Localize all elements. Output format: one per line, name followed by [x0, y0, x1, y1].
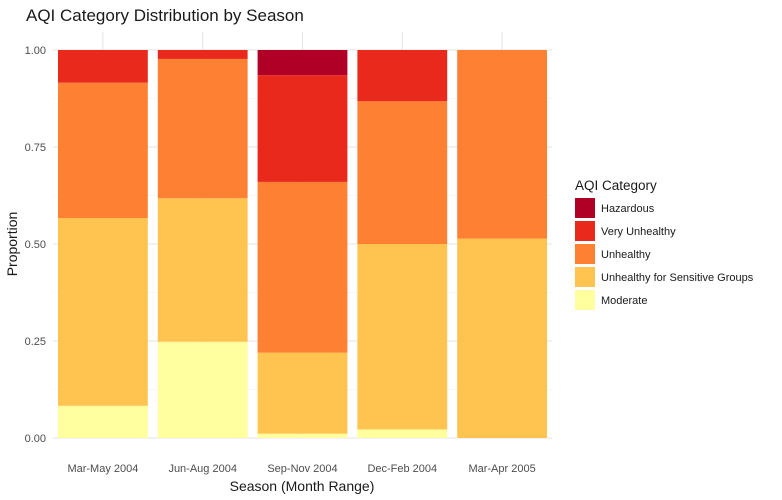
bar-segment — [57, 405, 148, 438]
y-tick-label: 1.00 — [25, 45, 46, 57]
y-axis-title: Proportion — [4, 212, 20, 277]
legend-key — [575, 267, 595, 287]
bar-segment — [257, 75, 348, 182]
y-tick-label: 0.75 — [25, 142, 46, 154]
legend-label: Hazardous — [601, 203, 655, 215]
bar-segment — [357, 244, 448, 430]
bar-segment — [57, 82, 148, 219]
x-tick-label: Jun-Aug 2004 — [168, 463, 237, 475]
y-tick-label: 0.25 — [25, 336, 46, 348]
bar-segment — [357, 101, 448, 244]
legend-key — [575, 244, 595, 264]
x-axis-title: Season (Month Range) — [230, 478, 375, 494]
bar-segment — [157, 50, 248, 59]
bar-segment — [57, 50, 148, 83]
bar-segment — [457, 50, 548, 239]
legend: AQI Category Hazardous Very Unhealthy Unhe… — [575, 178, 754, 310]
legend-label: Unhealthy for Sensitive Groups — [601, 272, 754, 284]
bar-segment — [257, 50, 348, 76]
x-axis-ticks: Mar-May 2004 Jun-Aug 2004 Sep-Nov 2004 Dec-… — [67, 463, 535, 475]
legend-label: Moderate — [601, 295, 647, 307]
bar-segment — [257, 433, 348, 438]
bar-segment — [357, 429, 448, 438]
bars — [57, 50, 548, 438]
chart-title: AQI Category Distribution by Season — [26, 6, 304, 25]
bar-segment — [257, 181, 348, 353]
x-tick-label: Dec-Feb 2004 — [367, 463, 437, 475]
legend-title: AQI Category — [575, 178, 657, 193]
legend-label: Very Unhealthy — [601, 226, 676, 238]
bar-segment — [157, 341, 248, 438]
bar-segment — [257, 352, 348, 434]
bar-segment — [157, 58, 248, 199]
x-tick-label: Mar-May 2004 — [67, 463, 138, 475]
bar-segment — [457, 238, 548, 438]
bar-segment — [157, 198, 248, 342]
bar-segment — [357, 50, 448, 102]
legend-key — [575, 290, 595, 310]
bar-segment — [57, 218, 148, 406]
legend-key — [575, 198, 595, 218]
x-tick-label: Sep-Nov 2004 — [267, 463, 337, 475]
legend-key — [575, 221, 595, 241]
x-tick-label: Mar-Apr 2005 — [468, 463, 535, 475]
y-axis-ticks: 0.00 0.25 0.50 0.75 1.00 — [25, 45, 46, 445]
y-tick-label: 0.00 — [25, 433, 46, 445]
legend-label: Unhealthy — [601, 249, 651, 261]
y-tick-label: 0.50 — [25, 239, 46, 251]
